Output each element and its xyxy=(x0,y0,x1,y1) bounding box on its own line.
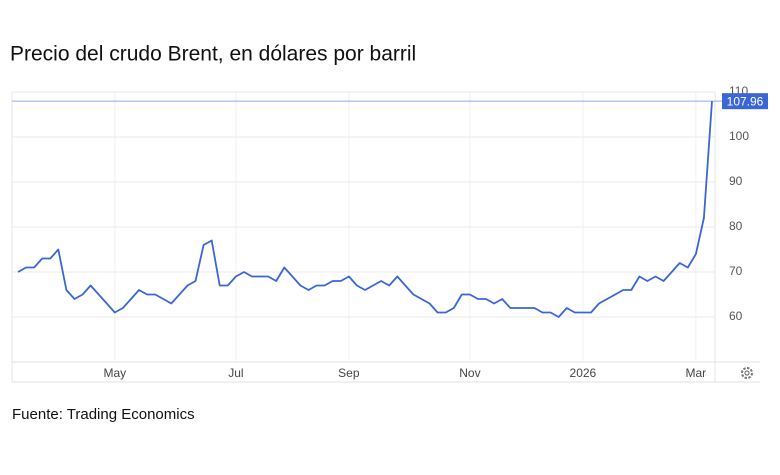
x-tick-label: Sep xyxy=(338,366,360,380)
last-value-label: 107.96 xyxy=(727,94,764,108)
price-line xyxy=(17,101,713,318)
y-tick-label: 80 xyxy=(729,219,743,233)
x-tick-label: 2026 xyxy=(570,366,597,380)
y-tick-label: 60 xyxy=(729,309,743,323)
y-tick-label: 70 xyxy=(729,264,743,278)
x-tick-label: Mar xyxy=(686,366,707,380)
settings-icon[interactable] xyxy=(741,367,753,379)
last-value-box xyxy=(722,93,768,110)
y-tick-label: 90 xyxy=(729,174,743,188)
x-tick-label: May xyxy=(104,366,127,380)
x-tick-label: Nov xyxy=(459,366,480,380)
x-tick-label: Jul xyxy=(228,366,243,380)
plot-frame xyxy=(11,91,716,383)
source: Fuente: Trading Economics xyxy=(12,406,195,423)
chart-title: Precio del crudo Brent, en dólares por b… xyxy=(10,43,416,66)
y-tick-label: 100 xyxy=(729,129,749,143)
